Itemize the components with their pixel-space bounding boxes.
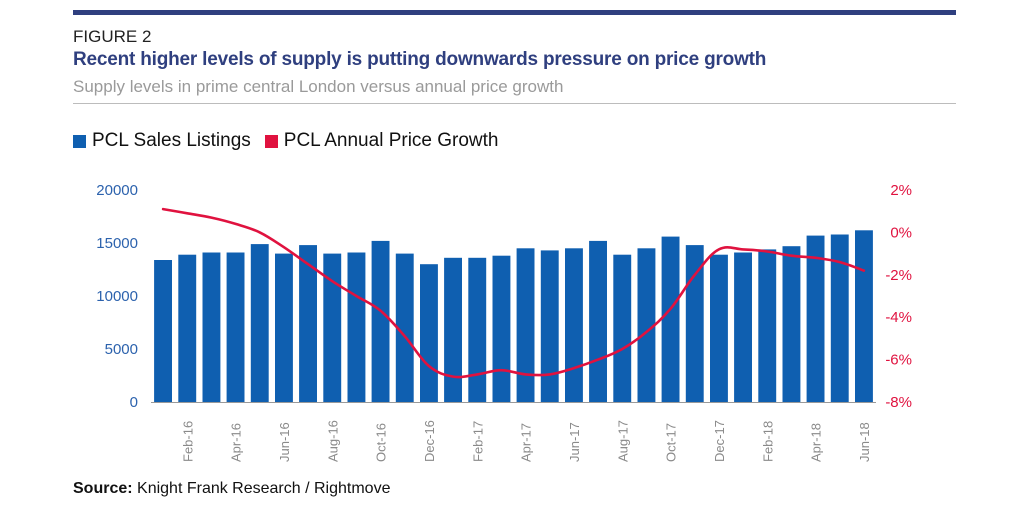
legend-item-listings: PCL Sales Listings	[73, 130, 251, 152]
bar	[516, 248, 535, 402]
chart-subtitle: Supply levels in prime central London ve…	[73, 77, 564, 96]
y-left-tick-label: 10000	[96, 288, 138, 305]
legend-swatch-growth	[264, 134, 278, 148]
y-left-tick-label: 0	[130, 394, 138, 411]
x-tick-label: Aug-16	[325, 420, 340, 462]
bar	[830, 234, 849, 402]
legend: PCL Sales Listings PCL Annual Price Grow…	[73, 130, 513, 152]
subtitle-rule	[73, 103, 956, 104]
x-tick-label: Feb-18	[760, 421, 775, 462]
bar	[734, 252, 752, 402]
bar	[565, 248, 583, 402]
bar	[275, 253, 293, 402]
bar	[395, 253, 414, 402]
x-tick-label: Oct-17	[664, 423, 679, 462]
y-right-tick-label: 2%	[890, 182, 912, 199]
bar	[855, 230, 873, 402]
top-rule	[73, 10, 956, 15]
legend-item-growth: PCL Annual Price Growth	[264, 130, 499, 152]
legend-label-growth: PCL Annual Price Growth	[283, 130, 499, 151]
bar	[637, 248, 656, 402]
x-tick-label: Dec-16	[422, 420, 437, 462]
bar	[420, 264, 438, 402]
bar	[589, 240, 607, 402]
x-tick-label: Apr-17	[519, 423, 534, 462]
bar	[323, 253, 342, 402]
x-tick-label: Feb-17	[470, 421, 485, 462]
bar	[806, 235, 825, 402]
bar	[299, 245, 317, 402]
bar	[250, 244, 269, 402]
bar	[492, 255, 511, 402]
y-left-tick-label: 5000	[105, 341, 138, 358]
y-right-tick-label: -4%	[885, 309, 912, 326]
bar	[661, 236, 680, 402]
x-tick-label: Jun-16	[277, 422, 292, 462]
x-tick-label: Feb-16	[180, 421, 195, 462]
bar	[540, 250, 559, 402]
bar	[226, 252, 245, 402]
bar	[371, 240, 390, 402]
x-tick-label: Dec-17	[712, 420, 727, 462]
x-tick-label: Aug-17	[615, 420, 630, 462]
legend-label-listings: PCL Sales Listings	[92, 130, 251, 151]
y-right-tick-label: 0%	[890, 224, 912, 241]
y-left-tick-label: 15000	[96, 235, 138, 252]
bar	[468, 257, 487, 402]
x-tick-label: Jun-18	[857, 422, 872, 462]
bar	[710, 254, 728, 402]
bar	[444, 257, 462, 402]
x-tick-label: Apr-18	[809, 423, 824, 462]
bar	[178, 254, 197, 402]
bar	[782, 246, 801, 402]
y-right-tick-label: -8%	[885, 394, 912, 411]
legend-swatch-listings	[73, 134, 86, 148]
source-label: Source:	[73, 480, 133, 497]
x-tick-label: Oct-16	[374, 423, 389, 462]
x-tick-label: Jun-17	[567, 422, 582, 462]
bar	[685, 245, 704, 402]
figure-label: FIGURE 2	[73, 27, 152, 46]
chart-title: Recent higher levels of supply is puttin…	[73, 49, 767, 70]
x-tick-label: Apr-16	[229, 423, 244, 462]
source-note: Source: Knight Frank Research / Rightmov…	[73, 480, 390, 498]
bar	[347, 252, 366, 402]
bar	[613, 254, 632, 402]
y-right-tick-label: -6%	[885, 352, 912, 369]
bar	[154, 260, 172, 402]
price-growth-line	[161, 207, 866, 379]
bar	[758, 249, 777, 402]
source-text: Knight Frank Research / Rightmove	[132, 480, 391, 497]
y-left-tick-label: 20000	[96, 182, 138, 199]
bar	[202, 252, 221, 402]
y-right-tick-label: -2%	[885, 267, 912, 284]
